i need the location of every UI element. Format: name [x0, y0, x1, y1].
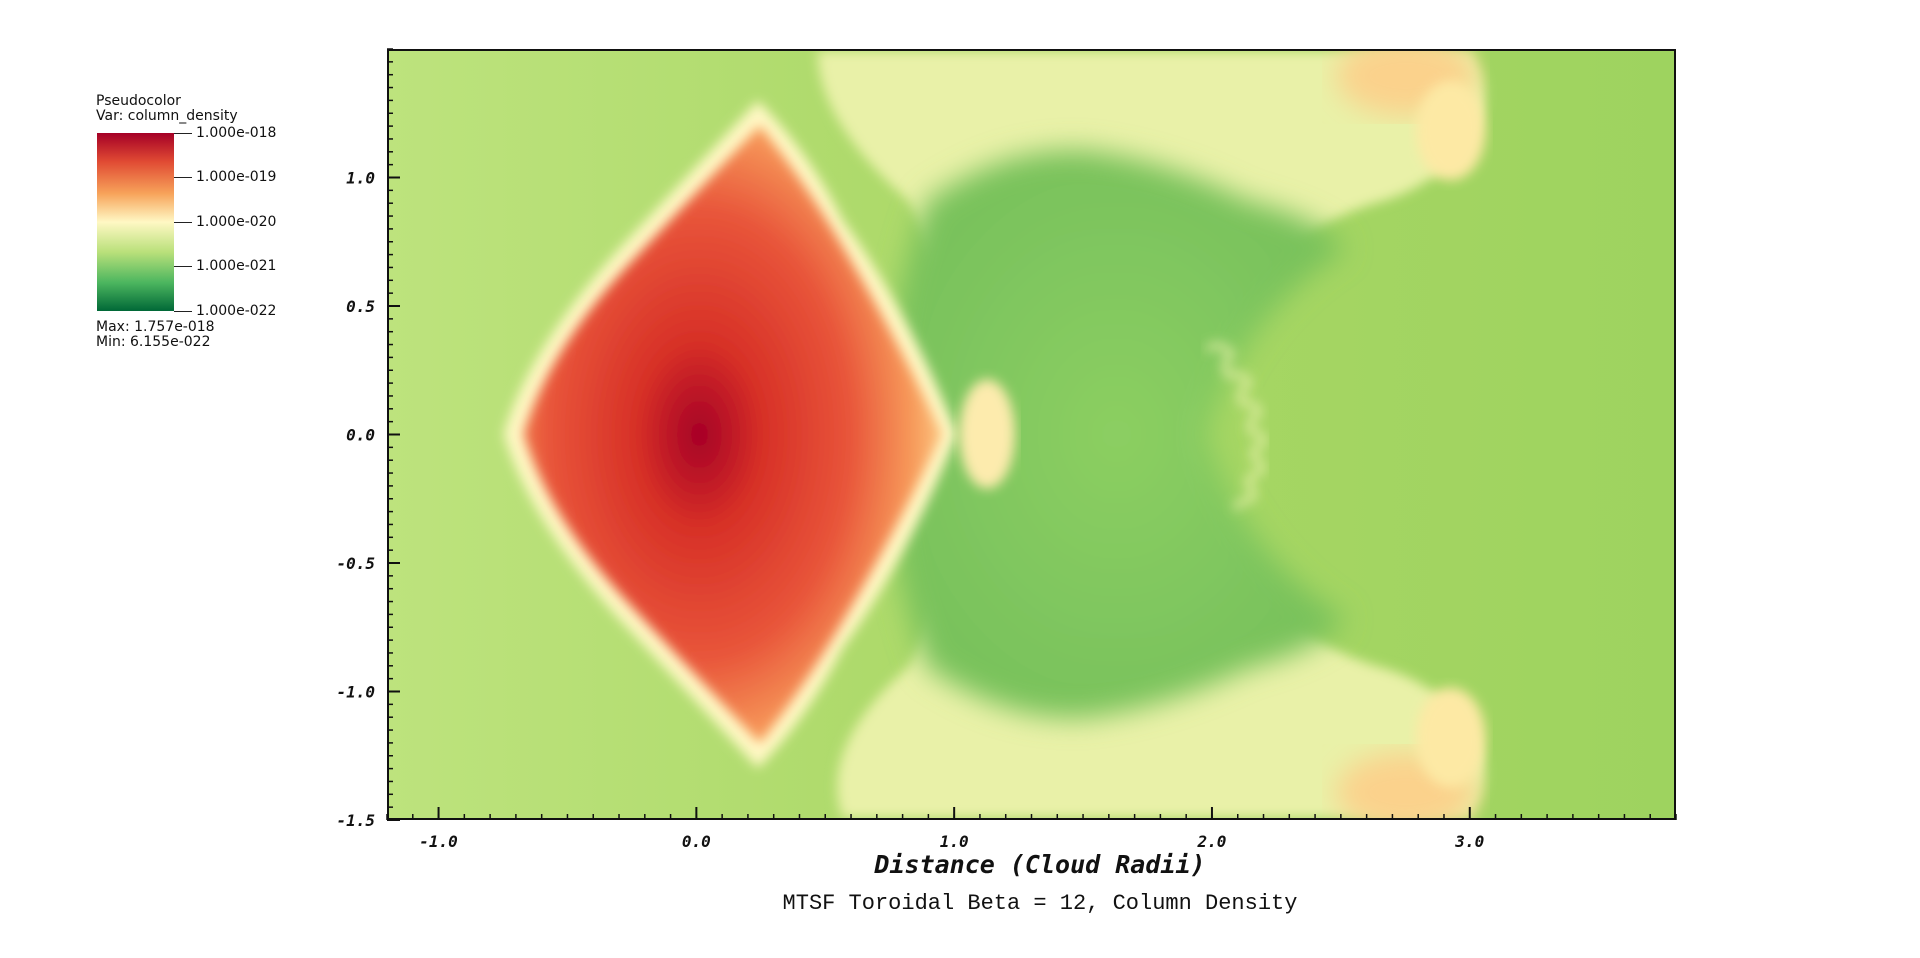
- chart-title: MTSF Toroidal Beta = 12, Column Density: [782, 891, 1298, 916]
- colorbar-tick-label: 1.000e-022: [196, 303, 277, 319]
- colorbar-tick-label: 1.000e-018: [196, 125, 277, 141]
- legend-variable: Var: column_density: [96, 108, 238, 124]
- y-tick-label: 0.5: [346, 297, 375, 316]
- colorbar-tick-label: 1.000e-019: [196, 169, 277, 185]
- y-tick-label: 1.0: [346, 169, 375, 188]
- x-tick-label: 0.0: [682, 832, 711, 851]
- heatmap-plot: [387, 49, 1676, 820]
- colorbar-tick-label: 1.000e-020: [196, 214, 277, 230]
- x-tick-label: 1.0: [940, 832, 969, 851]
- x-tick-label: 3.0: [1454, 832, 1484, 851]
- y-tick-label: -0.5: [336, 554, 375, 573]
- x-tick-label: 2.0: [1197, 832, 1227, 851]
- colorbar-gradient: [97, 133, 174, 311]
- colorbar-tick: [174, 177, 192, 178]
- x-axis-label: Distance (Cloud Radii): [874, 850, 1206, 879]
- legend-max: Max: 1.757e-018: [96, 319, 215, 335]
- colorbar-tick-label: 1.000e-021: [196, 258, 277, 274]
- colorbar-tick: [174, 266, 192, 267]
- y-tick-label: 0.0: [346, 426, 375, 445]
- y-tick-label: -1.0: [336, 683, 375, 702]
- colorbar-tick: [174, 133, 192, 134]
- legend-plot-type: Pseudocolor: [96, 93, 181, 109]
- colorbar-tick: [174, 311, 192, 312]
- x-tick-label: -1.0: [419, 832, 458, 851]
- legend-min: Min: 6.155e-022: [96, 334, 211, 350]
- colorbar-tick: [174, 222, 192, 223]
- y-tick-label: -1.5: [336, 811, 375, 830]
- column-density-field: [389, 51, 1674, 818]
- colorbar-legend: Pseudocolor Var: column_density 1.000e-0…: [96, 94, 296, 364]
